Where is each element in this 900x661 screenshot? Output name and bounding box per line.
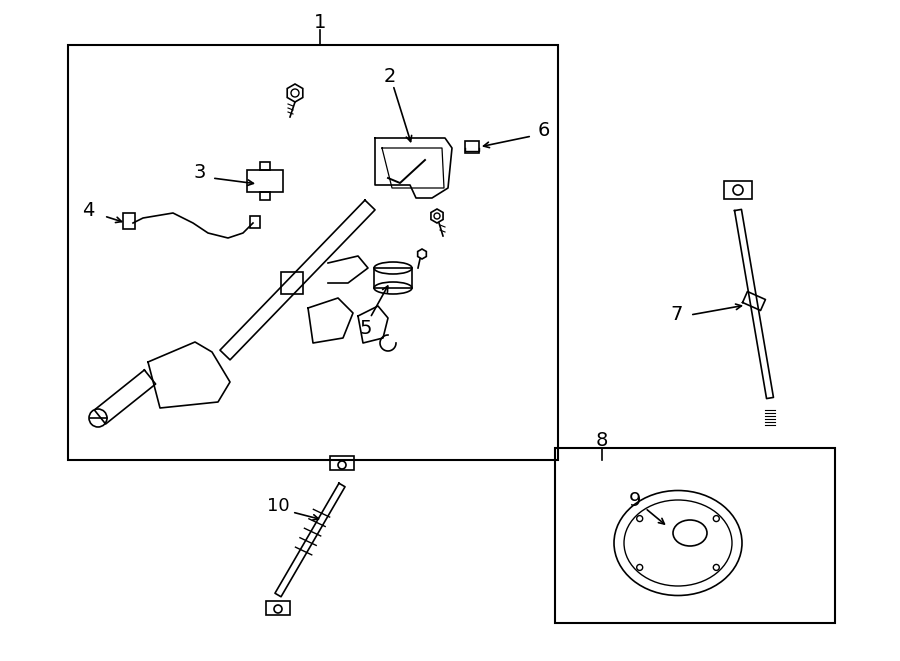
Text: 5: 5 xyxy=(360,319,373,338)
Bar xyxy=(68,45,558,460)
Text: 3: 3 xyxy=(194,163,206,182)
Bar xyxy=(266,601,290,615)
Bar xyxy=(247,170,283,192)
Text: 1: 1 xyxy=(314,13,326,32)
Bar xyxy=(260,192,270,200)
Bar xyxy=(724,181,752,199)
Text: 4: 4 xyxy=(82,200,94,219)
Bar xyxy=(465,141,479,153)
Bar xyxy=(250,216,260,228)
Text: 7: 7 xyxy=(670,305,683,325)
Polygon shape xyxy=(375,138,452,198)
Bar xyxy=(555,448,835,623)
Text: 9: 9 xyxy=(629,490,641,510)
Bar xyxy=(281,272,303,294)
Bar xyxy=(374,268,412,288)
Text: 6: 6 xyxy=(538,120,550,139)
Text: 2: 2 xyxy=(383,67,396,85)
Text: 8: 8 xyxy=(596,430,608,449)
Bar xyxy=(260,162,270,170)
Bar xyxy=(123,213,135,229)
Text: 10: 10 xyxy=(266,497,289,515)
Bar xyxy=(330,456,354,470)
